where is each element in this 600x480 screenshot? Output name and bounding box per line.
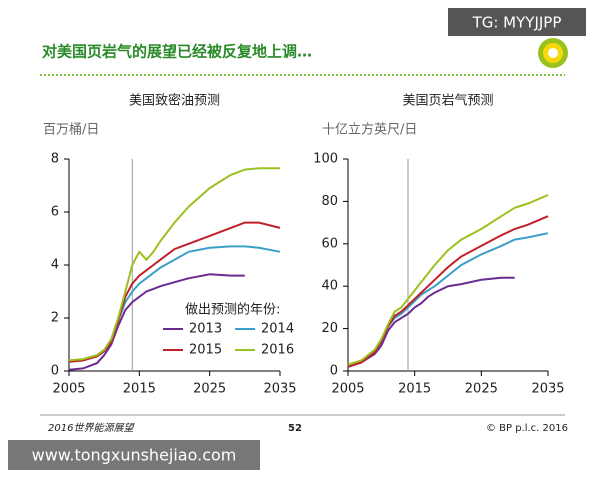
legend-title: 做出预测的年份: — [185, 302, 280, 318]
y-tick-label: 0 — [330, 364, 338, 379]
series-line — [347, 215, 549, 368]
x-tick-label: 2035 — [263, 382, 296, 397]
x-tick-label: 2025 — [465, 382, 498, 397]
series-line — [347, 194, 549, 366]
page-number: 52 — [288, 423, 302, 434]
y-tick-label: 100 — [313, 152, 338, 167]
series-line — [68, 167, 280, 362]
footer-left: 2016世界能源展望 — [48, 422, 135, 434]
slide-title: 对美国页岩气的展望已经被反复地上调… — [42, 43, 312, 61]
y-tick-label: 0 — [51, 364, 59, 379]
series-line — [68, 221, 281, 363]
watermark-box — [8, 440, 260, 470]
y-axis-label: 十亿立方英尺/日 — [322, 122, 417, 138]
y-tick-label: 4 — [51, 258, 59, 273]
x-tick-label: 2005 — [52, 382, 85, 397]
x-tick-label: 2015 — [398, 382, 431, 397]
watermark: www.tongxunshejiao.com — [32, 446, 237, 465]
series-line — [347, 276, 515, 368]
legend-label: 2013 — [189, 322, 222, 337]
legend-label: 2015 — [189, 343, 222, 358]
bp-logo — [538, 38, 568, 68]
y-axis-label: 百万桶/日 — [43, 123, 99, 138]
watermark-box — [448, 8, 586, 36]
y-tick-label: 8 — [51, 152, 59, 167]
y-tick-label: 80 — [321, 194, 338, 209]
x-tick-label: 2015 — [123, 382, 156, 397]
x-tick-label: 2005 — [331, 382, 364, 397]
y-tick-label: 2 — [51, 311, 59, 326]
chart-title: 美国页岩气预测 — [402, 93, 493, 109]
y-tick-label: 20 — [321, 321, 338, 336]
y-tick-label: 6 — [51, 205, 59, 220]
chart-title: 美国致密油预测 — [129, 93, 220, 109]
y-tick-label: 60 — [321, 236, 338, 251]
watermark: TG: MYYJJPP — [472, 14, 562, 32]
y-tick-label: 40 — [321, 279, 338, 294]
legend-label: 2016 — [261, 343, 294, 358]
x-tick-label: 2025 — [193, 382, 226, 397]
x-tick-label: 2035 — [531, 382, 564, 397]
series-line — [68, 273, 245, 371]
legend-label: 2014 — [261, 322, 294, 337]
footer-right: © BP p.l.c. 2016 — [486, 423, 568, 434]
